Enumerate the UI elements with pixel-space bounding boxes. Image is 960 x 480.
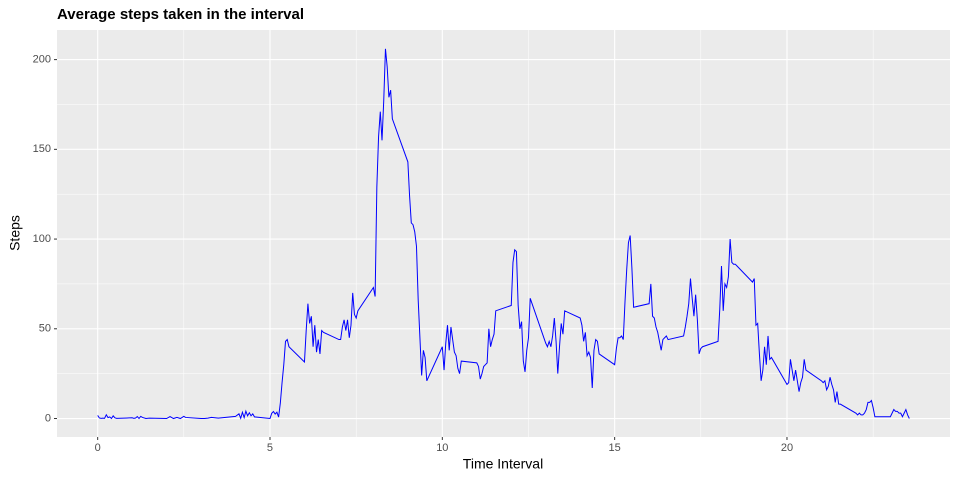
x-tick-label: 5 (267, 442, 273, 454)
y-tick-label: 200 (33, 54, 51, 66)
x-tick-label: 15 (609, 442, 621, 454)
y-tick-label: 50 (39, 323, 51, 335)
x-tick-label: 20 (781, 442, 793, 454)
chart-title: Average steps taken in the interval (57, 6, 304, 23)
plot-panel (57, 30, 950, 437)
y-axis-label: Steps (7, 215, 23, 251)
data-line (97, 48, 910, 420)
y-tick-label: 150 (33, 143, 51, 155)
y-tick-label: 100 (33, 233, 51, 245)
y-tick-label: 0 (45, 412, 51, 424)
x-tick-label: 0 (95, 442, 101, 454)
x-axis-label: Time Interval (463, 456, 543, 472)
x-tick-label: 10 (436, 442, 448, 454)
